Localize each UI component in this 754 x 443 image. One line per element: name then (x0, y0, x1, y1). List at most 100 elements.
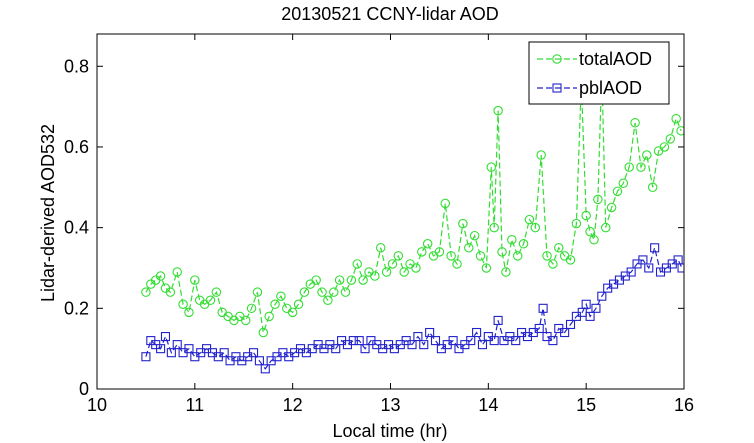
point-pblAOD-37 (354, 336, 364, 346)
point-totalAOD-12 (205, 295, 216, 305)
point-pblAOD-21 (260, 364, 270, 374)
point-totalAOD-30 (311, 275, 321, 285)
point-totalAOD-40 (370, 271, 380, 281)
point-pblAOD-53 (448, 336, 458, 346)
point-totalAOD-6 (172, 267, 182, 277)
x-tick-label-4: 14 (478, 395, 498, 415)
point-totalAOD-8 (184, 307, 194, 318)
point-totalAOD-64 (501, 267, 511, 277)
point-totalAOD-62 (493, 105, 503, 116)
x-axis-label: Local time (hr) (332, 421, 447, 441)
point-totalAOD-38 (358, 275, 368, 285)
point-totalAOD-56 (464, 243, 474, 253)
point-pblAOD-71 (548, 336, 558, 346)
point-pblAOD-19 (248, 348, 259, 358)
point-totalAOD-72 (548, 259, 558, 269)
point-totalAOD-47 (411, 263, 421, 273)
point-pblAOD-78 (585, 311, 595, 321)
point-totalAOD-0 (141, 287, 151, 297)
point-totalAOD-68 (524, 214, 535, 225)
point-totalAOD-66 (512, 251, 523, 261)
point-pblAOD-33 (331, 344, 341, 354)
point-totalAOD-22 (264, 311, 274, 322)
point-totalAOD-28 (299, 287, 310, 297)
point-totalAOD-84 (606, 202, 617, 213)
point-totalAOD-3 (155, 271, 166, 281)
point-totalAOD-5 (165, 287, 176, 297)
point-pblAOD-49 (425, 327, 435, 338)
point-totalAOD-20 (252, 287, 263, 297)
point-totalAOD-51 (434, 247, 445, 257)
point-totalAOD-67 (518, 239, 529, 249)
y-tick-label-2: 0.4 (64, 218, 89, 238)
legend: totalAOD pblAOD (528, 41, 670, 105)
point-totalAOD-19 (246, 303, 257, 314)
legend-marker-totalAOD (552, 54, 562, 64)
y-tick-label-3: 0.6 (64, 137, 89, 157)
point-totalAOD-45 (399, 267, 409, 277)
point-pblAOD-14 (219, 348, 229, 358)
point-pblAOD-47 (413, 332, 423, 342)
y-axis-label: Lidar-derived AOD532 (38, 124, 58, 302)
point-totalAOD-7 (178, 299, 188, 310)
point-totalAOD-63 (497, 247, 507, 257)
x-tick-label-6: 16 (674, 395, 694, 415)
point-pblAOD-68 (534, 323, 544, 334)
point-totalAOD-43 (387, 259, 398, 269)
point-totalAOD-23 (270, 299, 280, 310)
point-totalAOD-53 (446, 251, 456, 261)
point-pblAOD-87 (638, 255, 648, 265)
point-totalAOD-85 (612, 186, 623, 197)
point-pblAOD-48 (419, 340, 429, 350)
point-totalAOD-55 (458, 218, 468, 229)
legend-box (528, 41, 670, 105)
point-totalAOD-32 (323, 295, 333, 305)
point-pblAOD-69 (538, 303, 548, 313)
point-totalAOD-87 (624, 162, 634, 172)
point-totalAOD-49 (422, 239, 433, 249)
point-totalAOD-33 (329, 287, 339, 297)
point-totalAOD-58 (475, 251, 486, 261)
point-totalAOD-9 (190, 275, 200, 285)
point-totalAOD-18 (240, 315, 251, 326)
point-totalAOD-69 (530, 222, 541, 233)
point-pblAOD-64 (511, 336, 521, 346)
point-totalAOD-21 (258, 327, 269, 338)
x-tick-label-0: 10 (87, 395, 107, 415)
point-totalAOD-41 (375, 243, 386, 253)
point-totalAOD-27 (293, 299, 304, 310)
point-totalAOD-13 (211, 287, 222, 297)
point-pblAOD-88 (644, 263, 654, 273)
plot-area (96, 33, 685, 390)
point-totalAOD-91 (647, 182, 658, 193)
point-pblAOD-94 (677, 263, 684, 273)
y-axis-ticks: 0 0.2 0.4 0.6 0.8 (64, 56, 684, 399)
point-totalAOD-42 (381, 267, 392, 277)
point-totalAOD-73 (554, 243, 564, 253)
point-pblAOD-6 (172, 340, 182, 350)
point-totalAOD-54 (452, 259, 462, 269)
point-totalAOD-34 (334, 275, 345, 285)
point-totalAOD-96 (676, 126, 684, 136)
point-pblAOD-56 (466, 336, 476, 346)
legend-label-pblAOD: pblAOD (579, 78, 642, 98)
point-totalAOD-35 (340, 287, 351, 297)
point-totalAOD-71 (542, 251, 552, 261)
y-tick-label-0: 0 (79, 379, 89, 399)
point-totalAOD-37 (352, 259, 362, 269)
point-pblAOD-74 (565, 319, 576, 330)
point-totalAOD-52 (440, 198, 451, 209)
point-totalAOD-59 (481, 263, 492, 273)
point-totalAOD-89 (636, 162, 646, 172)
series-pblAOD (141, 243, 684, 374)
point-pblAOD-57 (472, 327, 482, 338)
x-tick-label-5: 15 (576, 395, 596, 415)
point-pblAOD-79 (591, 303, 601, 313)
point-totalAOD-70 (536, 150, 546, 160)
point-pblAOD-46 (407, 340, 417, 350)
point-totalAOD-36 (346, 275, 357, 285)
x-axis-ticks: 10 11 12 13 14 15 16 (87, 34, 694, 415)
point-totalAOD-61 (489, 222, 499, 233)
point-pblAOD-60 (489, 336, 499, 346)
